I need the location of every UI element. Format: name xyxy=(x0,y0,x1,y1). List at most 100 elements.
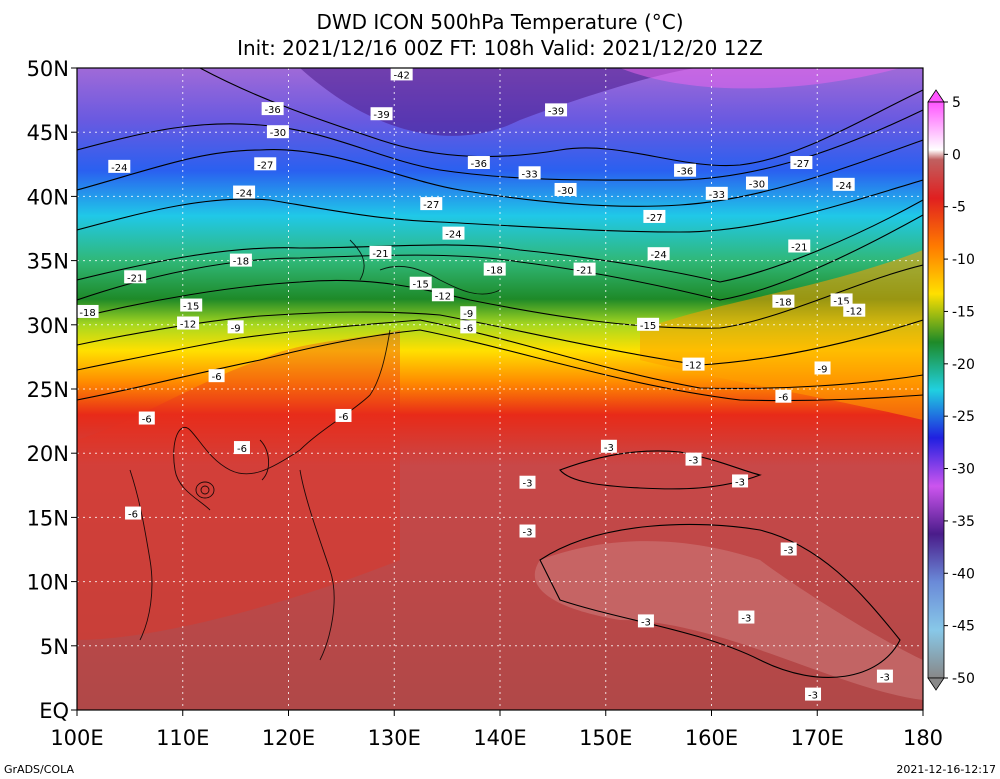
contour-label-text: -36 xyxy=(677,167,693,178)
contour-label: -27 xyxy=(790,156,813,170)
contour-label-bg xyxy=(77,304,99,318)
contour-label-text: -6 xyxy=(338,412,348,423)
graticule xyxy=(77,68,923,710)
coastline-korea xyxy=(349,239,365,281)
contour-label-text: -15 xyxy=(413,280,429,291)
coastline-china xyxy=(173,329,391,511)
contour-label-bg xyxy=(682,357,705,371)
isotherm-line xyxy=(77,264,923,329)
contour-label-bg xyxy=(390,68,413,81)
contour-label-bg xyxy=(775,389,792,403)
contour-label-text: -30 xyxy=(270,128,286,139)
contour-label: -30 xyxy=(554,182,577,197)
contour-label: -12 xyxy=(431,288,454,302)
contour-label-bg xyxy=(876,669,893,683)
contour-label-bg xyxy=(254,157,277,171)
contour-label-bg xyxy=(233,185,256,199)
contour-label: -18 xyxy=(483,262,506,277)
contour-labels: -42 -36 -39 -39 -30 -24 -27 -36 -33 -36 -27 -24 -30 -… xyxy=(77,68,893,702)
colorbar-ticks: 5 0 -5 -10 -15 -20 -25 -30 -35 -40 -45 -50 xyxy=(944,95,975,687)
colorbar-tick-label: 0 xyxy=(952,147,961,163)
lat-tick-label: 45N xyxy=(27,121,69,145)
contour-label: -6 xyxy=(125,506,142,521)
contour-label: -3 xyxy=(519,524,536,539)
contour-label-bg xyxy=(233,441,250,455)
contour-label-bg xyxy=(208,369,225,383)
contour-label: -42 xyxy=(390,68,413,81)
contour-label: -6 xyxy=(775,389,792,404)
contour-label: -24 xyxy=(832,177,855,192)
cold-edge-region xyxy=(620,68,900,89)
colorbar-tick-label: -25 xyxy=(952,409,975,425)
contour-label-bg xyxy=(409,276,432,290)
contour-label: -15 xyxy=(409,276,432,291)
contour-label: -21 xyxy=(788,239,811,253)
contour-label-bg xyxy=(732,474,749,488)
contour-label-bg xyxy=(177,316,200,330)
contour-label: -6 xyxy=(460,320,477,334)
contour-label-bg xyxy=(643,209,666,223)
contour-label-bg xyxy=(745,176,768,190)
contour-label: -3 xyxy=(738,610,755,625)
contour-label: -12 xyxy=(843,303,866,318)
contour-label-text: -3 xyxy=(641,617,651,628)
contour-label-text: -21 xyxy=(576,266,592,277)
isotherm-line xyxy=(199,68,923,167)
contour-label-text: -24 xyxy=(236,189,252,200)
contour-label-text: -42 xyxy=(393,70,409,81)
contour-label-text: -39 xyxy=(373,110,389,121)
contour-label: -21 xyxy=(124,270,147,284)
contour-label-text: -18 xyxy=(487,266,503,277)
contour-label-text: -24 xyxy=(650,250,666,261)
isotherm-line xyxy=(77,139,923,207)
contour-label: -27 xyxy=(643,209,666,224)
contour-label-text: -24 xyxy=(111,163,127,174)
colorbar: 5 0 -5 -10 -15 -20 -25 -30 -35 -40 -45 -50 xyxy=(927,89,975,691)
typhoon-center xyxy=(195,481,215,499)
contour-label-bg xyxy=(637,614,654,628)
contour-label: -15 xyxy=(830,293,853,307)
lon-tick-label: 100E xyxy=(50,726,103,750)
contour-label-text: -3 xyxy=(523,479,533,490)
contour-label-text: -12 xyxy=(685,361,701,372)
contour-label-text: -36 xyxy=(264,105,280,116)
contour-label-bg xyxy=(705,186,728,200)
contour-label-bg xyxy=(519,475,536,489)
contour-label-text: -21 xyxy=(127,273,143,284)
coastline-japan xyxy=(379,265,501,295)
contour-label: -3 xyxy=(732,474,749,488)
contour-label: -6 xyxy=(233,441,250,455)
contour-label-bg xyxy=(108,159,131,173)
contour-label: -3 xyxy=(876,669,893,684)
contour-label-text: -3 xyxy=(735,477,745,488)
contour-label: -36 xyxy=(674,163,697,178)
contour-label: -12 xyxy=(177,316,200,331)
contour-label-text: -12 xyxy=(435,291,451,302)
contour-label-text: -27 xyxy=(423,200,439,211)
contour-label: -3 xyxy=(637,614,654,628)
contour-label-bg xyxy=(261,102,284,116)
cold-core-region xyxy=(300,68,700,136)
contour-label: -36 xyxy=(467,156,490,170)
colorbar-tick-label: -10 xyxy=(952,252,975,268)
contour-label-bg xyxy=(600,439,617,453)
lat-tick-label: 15N xyxy=(27,506,69,530)
contour-label-bg xyxy=(138,411,155,425)
coastline-philippines xyxy=(299,469,335,661)
contour-label-text: -9 xyxy=(818,364,828,375)
contour-label: -6 xyxy=(138,411,155,426)
contour-label-text: -33 xyxy=(709,190,725,201)
contour-label-text: -18 xyxy=(775,298,791,309)
isotherm-line xyxy=(539,523,901,678)
contour-label-text: -39 xyxy=(548,106,564,117)
lon-tick-label: 170E xyxy=(791,726,844,750)
plot-area: -42 -36 -39 -39 -30 -24 -27 -36 -33 -36 -27 -24 -30 -… xyxy=(77,68,923,710)
contour-label-bg xyxy=(442,226,465,240)
longitude-axis: 100E 110E 120E 130E 140E 150E 160E 170E 180 xyxy=(50,710,943,750)
contour-label: -36 xyxy=(261,102,284,116)
contour-label-text: -6 xyxy=(128,510,138,521)
colorbar-tick-label: -35 xyxy=(952,514,975,530)
contour-label-text: -3 xyxy=(808,691,818,702)
warm-tongue-region xyxy=(640,250,923,420)
